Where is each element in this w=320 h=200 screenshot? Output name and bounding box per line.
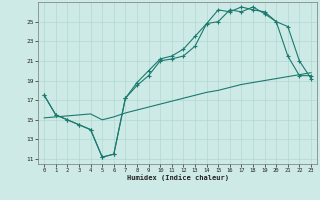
X-axis label: Humidex (Indice chaleur): Humidex (Indice chaleur) xyxy=(127,175,228,181)
